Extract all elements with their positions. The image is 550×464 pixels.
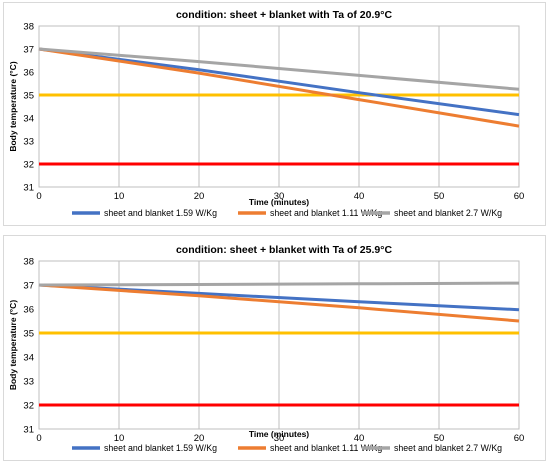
x-tick-label: 40 <box>354 191 365 202</box>
chart-panel-top: condition: sheet + blanket with Ta of 20… <box>3 2 546 226</box>
series-line <box>38 281 520 287</box>
series-line <box>38 47 520 91</box>
y-tick-label: 34 <box>23 114 34 125</box>
temperature-chart-bottom: condition: sheet + blanket with Ta of 25… <box>8 244 525 453</box>
y-tick-label: 36 <box>23 305 34 316</box>
series-line <box>38 47 520 128</box>
x-axis-label: Time (minutes) <box>249 429 309 439</box>
x-axis-label: Time (minutes) <box>249 197 309 207</box>
y-tick-label: 35 <box>23 329 34 340</box>
legend-label: sheet and blanket 2.7 W/Kg <box>394 208 502 218</box>
chart-title: condition: sheet + blanket with Ta of 25… <box>176 244 392 256</box>
y-tick-label: 35 <box>23 91 34 102</box>
y-tick-label: 37 <box>23 281 34 292</box>
x-tick-label: 50 <box>434 191 445 202</box>
y-tick-label: 38 <box>23 257 34 268</box>
series-line <box>38 283 520 323</box>
legend-label: sheet and blanket 1.59 W/Kg <box>104 443 217 453</box>
y-tick-label: 31 <box>23 425 34 436</box>
x-tick-label: 0 <box>36 191 41 202</box>
x-tick-label: 20 <box>194 433 205 444</box>
y-tick-label: 36 <box>23 68 34 79</box>
x-tick-label: 10 <box>114 191 125 202</box>
x-tick-label: 60 <box>514 433 525 444</box>
temperature-chart-top: condition: sheet + blanket with Ta of 20… <box>8 9 525 218</box>
y-axis-label: Body temperature (°C) <box>8 300 18 390</box>
y-tick-label: 32 <box>23 160 34 171</box>
x-tick-label: 60 <box>514 191 525 202</box>
y-tick-label: 33 <box>23 377 34 388</box>
x-tick-label: 20 <box>194 191 205 202</box>
y-axis-label: Body temperature (°C) <box>8 61 18 151</box>
y-tick-label: 32 <box>23 401 34 412</box>
y-tick-label: 33 <box>23 137 34 148</box>
y-tick-label: 34 <box>23 353 34 364</box>
legend-label: sheet and blanket 1.11 W/Kg <box>270 208 382 218</box>
x-tick-label: 0 <box>36 433 41 444</box>
series-line <box>38 47 520 117</box>
x-tick-label: 40 <box>354 433 365 444</box>
y-tick-label: 31 <box>23 183 34 194</box>
x-tick-label: 50 <box>434 433 445 444</box>
chart-panel-bottom: condition: sheet + blanket with Ta of 25… <box>3 235 546 461</box>
legend-label: sheet and blanket 2.7 W/Kg <box>394 443 502 453</box>
chart-title: condition: sheet + blanket with Ta of 20… <box>176 9 392 21</box>
legend-label: sheet and blanket 1.11 W/Kg <box>270 443 382 453</box>
y-tick-label: 38 <box>23 22 34 33</box>
x-tick-label: 10 <box>114 433 125 444</box>
x-tick-label: 30 <box>274 191 285 202</box>
x-tick-label: 30 <box>274 433 285 444</box>
y-tick-label: 37 <box>23 45 34 56</box>
legend-label: sheet and blanket 1.59 W/Kg <box>104 208 217 218</box>
